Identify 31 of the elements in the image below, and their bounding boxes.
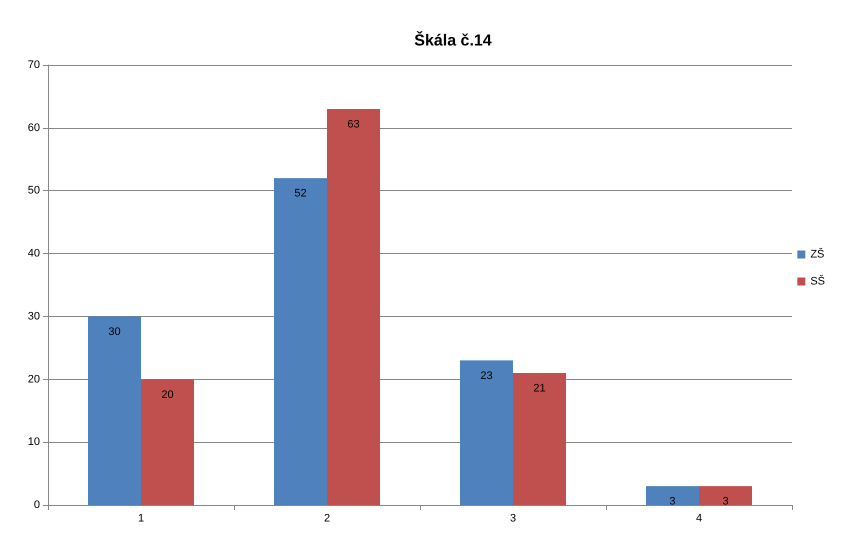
data-label: 3 (722, 496, 729, 508)
y-tick-label: 0 (34, 499, 40, 511)
bar (699, 486, 752, 505)
y-tick-label: 70 (28, 59, 40, 71)
data-label: 30 (108, 326, 121, 338)
y-tick-label: 60 (28, 122, 40, 134)
x-tick-label: 3 (510, 512, 516, 524)
bar (646, 486, 699, 505)
bar (141, 379, 194, 505)
data-label: 63 (347, 118, 360, 130)
y-tick-label: 30 (28, 310, 40, 322)
chart-title: Škála č.14 (414, 30, 492, 50)
bar (88, 316, 141, 505)
bar (274, 178, 327, 505)
bar (327, 109, 380, 505)
data-label: 23 (480, 370, 493, 382)
data-label: 3 (669, 496, 676, 508)
y-tick-label: 10 (28, 436, 40, 448)
y-tick-label: 20 (28, 373, 40, 386)
bar (460, 360, 513, 505)
y-tick-label: 50 (28, 184, 40, 197)
x-tick-label: 4 (696, 512, 702, 524)
legend-label: ZŠ (810, 248, 824, 260)
y-tick-label: 40 (28, 248, 40, 260)
data-label: 20 (161, 388, 174, 401)
data-label: 21 (533, 382, 546, 394)
x-tick-label: 1 (138, 512, 144, 524)
legend-label: SŠ (810, 274, 826, 288)
data-label: 52 (294, 188, 307, 200)
x-tick-label: 2 (324, 512, 330, 524)
bar (513, 373, 566, 505)
